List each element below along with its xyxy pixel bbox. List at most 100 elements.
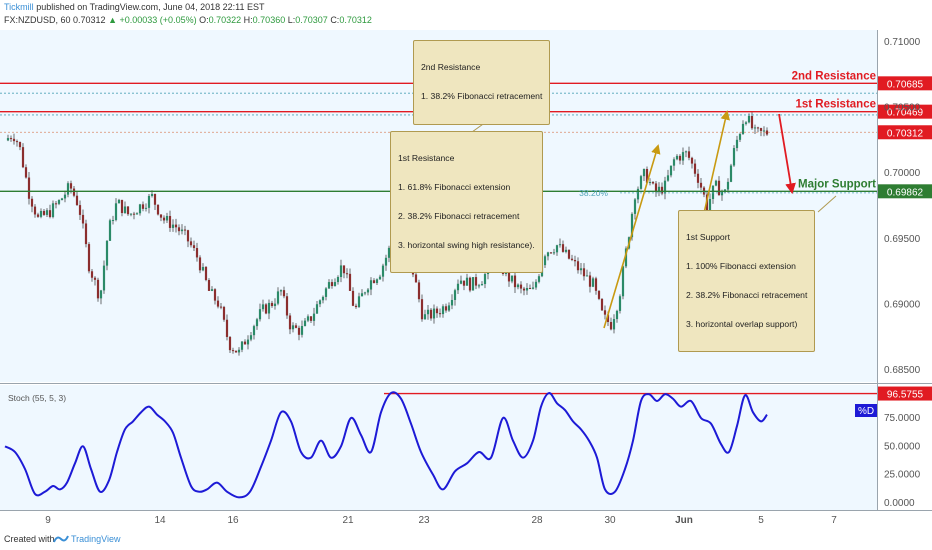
publish-line: Tickmill published on TradingView.com, J… bbox=[4, 2, 265, 12]
candle bbox=[363, 291, 367, 296]
candle bbox=[378, 274, 382, 280]
candle bbox=[66, 181, 70, 198]
candle-body bbox=[63, 194, 67, 199]
candle bbox=[96, 277, 100, 302]
candle-body bbox=[168, 215, 172, 228]
candle bbox=[276, 287, 280, 306]
candle bbox=[300, 320, 304, 338]
candle-body bbox=[180, 229, 184, 232]
brand-label[interactable]: Tickmill bbox=[4, 2, 34, 12]
candle bbox=[582, 263, 586, 281]
candle-body bbox=[375, 279, 379, 284]
candle bbox=[744, 121, 748, 126]
stoch-max-tag bbox=[878, 386, 932, 401]
candle-body bbox=[669, 165, 673, 176]
candle-body bbox=[186, 230, 190, 242]
candle bbox=[564, 246, 568, 254]
candle bbox=[444, 303, 448, 313]
candle-body bbox=[294, 325, 298, 328]
candle-body bbox=[576, 261, 580, 271]
candle-body bbox=[129, 213, 133, 215]
candle bbox=[102, 260, 106, 294]
candle-body bbox=[681, 152, 685, 161]
level-label: 2nd Resistance bbox=[792, 70, 876, 82]
candle-body bbox=[6, 138, 10, 141]
candle bbox=[147, 193, 151, 214]
candle bbox=[654, 180, 658, 197]
ohlc-line: FX:NZDUSD, 60 0.70312 ▲ +0.00033 (+0.05%… bbox=[4, 15, 372, 25]
candle-body bbox=[228, 336, 232, 351]
candle-body bbox=[696, 173, 700, 183]
candle-body bbox=[333, 282, 337, 287]
level-price-tag bbox=[878, 184, 932, 199]
candle bbox=[99, 289, 103, 305]
candle-body bbox=[246, 339, 250, 345]
candle-body bbox=[471, 277, 475, 291]
candle-body bbox=[78, 205, 82, 215]
candle-body bbox=[264, 304, 268, 314]
candle-body bbox=[9, 138, 13, 140]
candle-body bbox=[735, 139, 739, 149]
callout-1st-support: 1st Support 1. 100% Fibonacci extension … bbox=[678, 210, 816, 353]
candle bbox=[573, 255, 577, 267]
candle bbox=[30, 196, 34, 213]
candle-body bbox=[279, 290, 283, 292]
candle-body bbox=[18, 142, 22, 148]
candle bbox=[360, 289, 364, 297]
candle bbox=[678, 154, 682, 165]
candle-body bbox=[126, 206, 130, 215]
candle bbox=[423, 309, 427, 320]
candle bbox=[579, 262, 583, 275]
candle-body bbox=[435, 308, 439, 314]
candle-body bbox=[420, 299, 424, 320]
candle-body bbox=[183, 229, 187, 231]
candle-body bbox=[195, 248, 199, 258]
candle bbox=[429, 307, 433, 321]
candle bbox=[105, 240, 109, 271]
candle bbox=[480, 281, 484, 286]
candle-body bbox=[750, 115, 754, 129]
candle bbox=[126, 206, 130, 216]
candle-body bbox=[255, 319, 259, 327]
candle bbox=[471, 277, 475, 291]
candle bbox=[534, 279, 538, 290]
footer-logo-text[interactable]: TradingView bbox=[71, 534, 121, 544]
candle-body bbox=[45, 210, 49, 215]
candle-body bbox=[189, 241, 193, 246]
candle-body bbox=[456, 283, 460, 291]
level-label: Major Support bbox=[798, 178, 876, 190]
candle-body bbox=[99, 290, 103, 299]
candle-body bbox=[648, 182, 652, 184]
candle-body bbox=[534, 281, 538, 288]
candle bbox=[717, 176, 721, 196]
candle-body bbox=[351, 290, 355, 306]
time-tick-label: 21 bbox=[342, 515, 354, 526]
candle-body bbox=[450, 299, 454, 306]
candle-body bbox=[441, 306, 445, 315]
candle-body bbox=[348, 273, 352, 291]
candle bbox=[129, 213, 133, 217]
candle-body bbox=[561, 244, 565, 252]
level-price-text: 0.69862 bbox=[887, 187, 924, 198]
candle-body bbox=[30, 198, 34, 207]
candle-body bbox=[516, 284, 520, 288]
candle-body bbox=[321, 296, 325, 301]
candle bbox=[321, 295, 325, 304]
candle-body bbox=[744, 122, 748, 124]
candle bbox=[114, 198, 118, 222]
candle-body bbox=[531, 287, 535, 289]
price-tick-label: 0.70000 bbox=[884, 168, 921, 179]
candle bbox=[543, 254, 547, 269]
candle-body bbox=[513, 275, 517, 288]
tradingview-logo-icon[interactable] bbox=[53, 533, 69, 547]
stoch-max-text: 96.5755 bbox=[887, 390, 924, 401]
candle-body bbox=[642, 168, 646, 177]
candle-body bbox=[537, 276, 541, 282]
candle-body bbox=[465, 277, 469, 286]
candle-body bbox=[570, 258, 574, 260]
candle bbox=[426, 305, 430, 320]
candle bbox=[516, 283, 520, 290]
price-tick-label: 0.69500 bbox=[884, 234, 921, 245]
candle bbox=[246, 335, 250, 350]
candle-body bbox=[12, 138, 16, 142]
